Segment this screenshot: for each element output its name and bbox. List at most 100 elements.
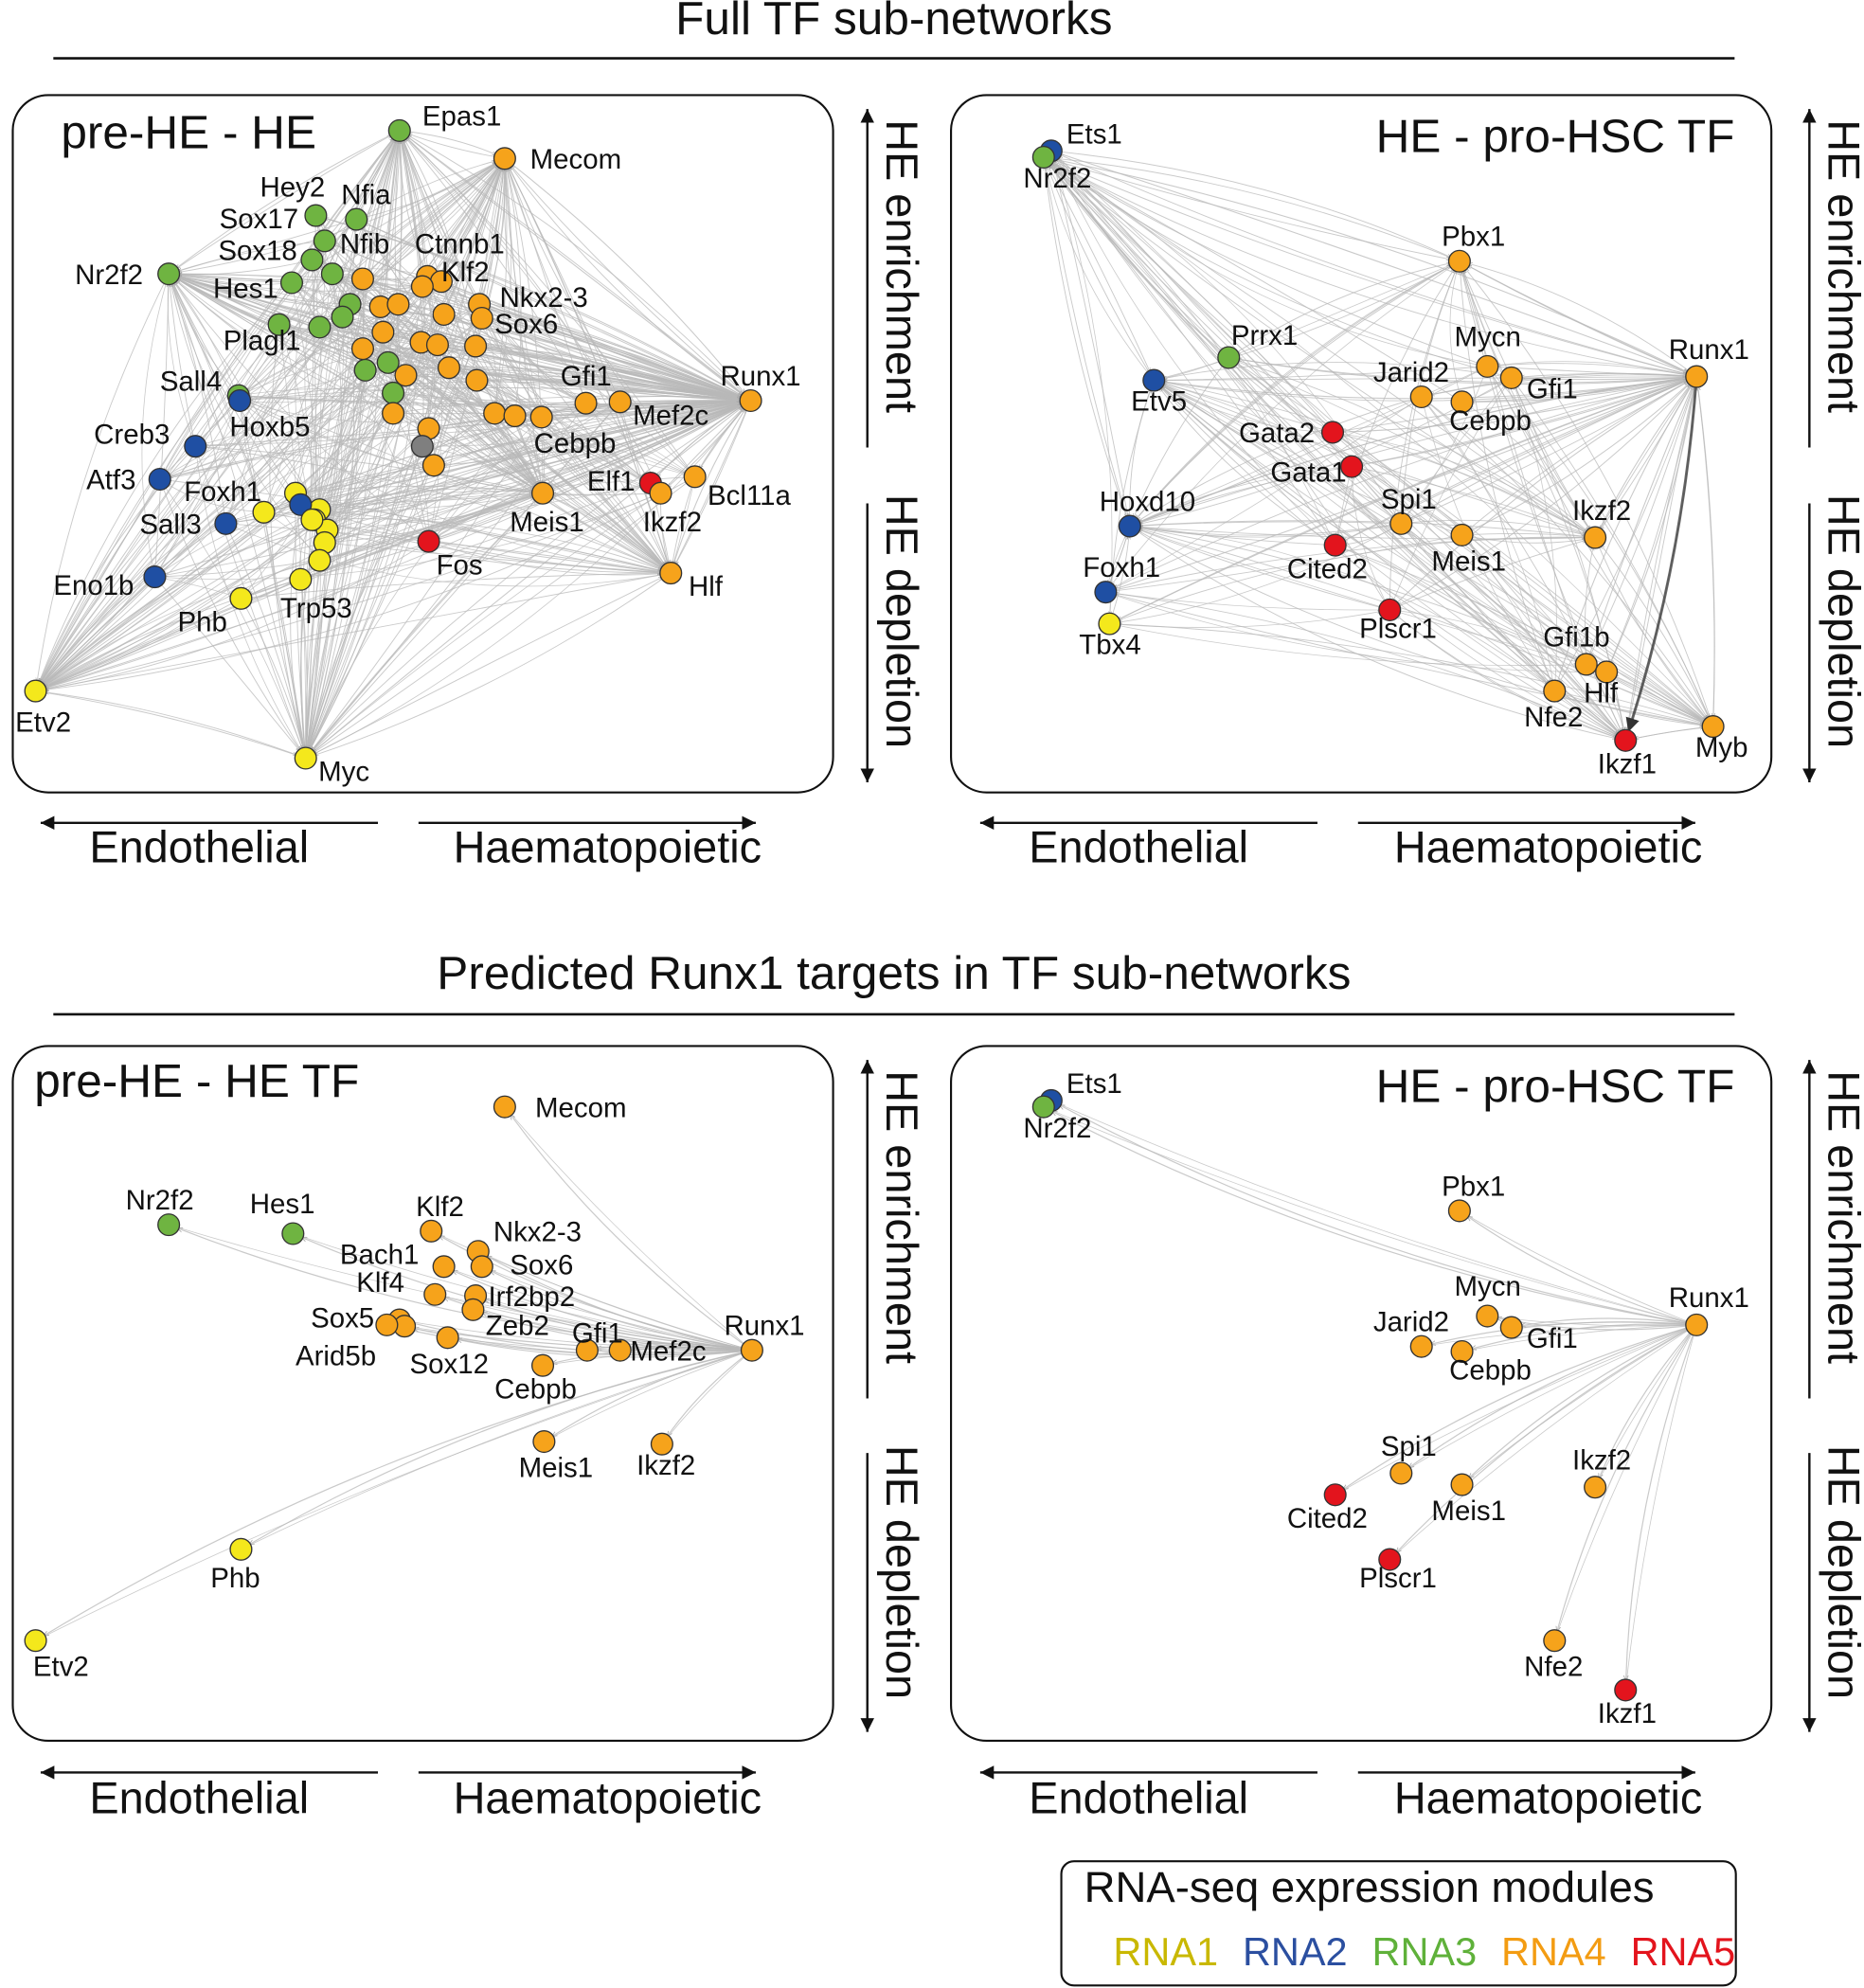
node-label-nr2f2: Nr2f2 — [126, 1185, 194, 1216]
edge — [37, 273, 170, 682]
edge — [667, 1350, 753, 1437]
edge — [1332, 432, 1706, 721]
edge — [170, 282, 264, 513]
edge — [1105, 591, 1617, 738]
node-unlabelled — [308, 548, 332, 572]
node-label-meis1: Meis1 — [1431, 1495, 1506, 1527]
node-eno1b — [143, 565, 167, 589]
legend-item-rna5: RNA5 — [1631, 1929, 1736, 1974]
edge — [1118, 376, 1697, 620]
axis-label-he-depletion: HE depletion — [877, 1445, 926, 1699]
edge — [510, 1113, 753, 1351]
edge — [1395, 1324, 1697, 1554]
axis-label-endothelial: Endothelial — [89, 1773, 309, 1822]
node-label-meis1: Meis1 — [510, 507, 584, 538]
node-label-nkx2-3: Nkx2-3 — [493, 1217, 582, 1248]
edge — [1408, 1324, 1697, 1468]
edge — [1114, 376, 1697, 589]
node-hlf — [659, 562, 683, 585]
node-plscr1 — [1378, 1548, 1402, 1571]
node-ikzf2 — [650, 1432, 673, 1456]
node-label-nkx2-3: Nkx2-3 — [500, 282, 588, 313]
node-label-mecom: Mecom — [535, 1092, 627, 1123]
edge — [45, 475, 695, 690]
node-label-plscr1: Plscr1 — [1359, 613, 1437, 644]
node-sox18 — [300, 248, 324, 272]
edge — [1129, 265, 1452, 527]
node-gfi1 — [1499, 1316, 1523, 1339]
edge — [1389, 540, 1586, 611]
edge — [1335, 545, 1706, 723]
node-label-elf1: Elf1 — [587, 466, 636, 497]
node-label-eno1b: Eno1b — [53, 570, 134, 601]
edge — [1051, 161, 1697, 378]
edge — [1050, 164, 1713, 727]
legend: RNA-seq expression modules RNA1 RNA2 RNA… — [1060, 1860, 1737, 1987]
edge — [38, 260, 313, 682]
edge — [1138, 528, 1607, 672]
node-creb3 — [184, 435, 207, 458]
edge — [43, 380, 477, 686]
node-cited2 — [1323, 1483, 1347, 1507]
edge — [1625, 1324, 1697, 1682]
edge — [234, 527, 672, 587]
node-unlabelled — [421, 454, 445, 477]
nodes-he-prohsc-full: Ets1 Nr2f2 Pbx1 Prrx1 Mycn Runx1 Jarid2 Gfi1 Etv… — [1023, 118, 1748, 779]
node-unlabelled — [320, 262, 344, 286]
edge — [1138, 528, 1390, 611]
edge — [342, 164, 498, 317]
node-cited2 — [1323, 533, 1347, 557]
edge — [660, 407, 744, 494]
edge — [1049, 164, 1462, 536]
node-gata1 — [1340, 455, 1364, 478]
node-unlabelled — [267, 313, 291, 336]
edge — [374, 366, 751, 402]
edge — [300, 519, 315, 749]
node-unlabelled — [425, 333, 449, 357]
edge — [312, 402, 621, 751]
edge — [1421, 396, 1550, 684]
edge — [305, 499, 537, 759]
edge — [1461, 270, 1587, 665]
edge — [1352, 475, 1390, 611]
node-nr2f2 — [1031, 145, 1055, 170]
edge — [159, 137, 394, 480]
edge — [551, 1350, 752, 1365]
edge — [321, 223, 651, 484]
node-pbx1 — [1447, 249, 1471, 273]
edge — [362, 164, 497, 279]
node-label-pbx1: Pbx1 — [1442, 222, 1505, 253]
node-nfe2 — [1543, 1629, 1567, 1653]
node-nr2f2 — [157, 1213, 181, 1237]
node-gfi1b — [1574, 653, 1598, 676]
edge — [490, 1269, 752, 1352]
edge — [399, 130, 497, 155]
edge — [1449, 270, 1462, 403]
edge — [45, 541, 429, 690]
axis-label-he-enrichment: HE enrichment — [1819, 119, 1864, 413]
edge — [1461, 533, 1586, 536]
node-meis1 — [1450, 523, 1474, 546]
edge — [1557, 1324, 1697, 1632]
edge — [1138, 527, 1555, 691]
edge — [315, 215, 537, 487]
edge — [1421, 396, 1588, 532]
node-label-phb: Phb — [210, 1563, 260, 1594]
edge — [1407, 366, 1488, 517]
edge — [241, 573, 661, 600]
edge — [1048, 165, 1229, 358]
edge — [1625, 376, 1698, 733]
edge — [1043, 156, 1451, 260]
node-gfi1 — [574, 391, 598, 415]
edge — [490, 1269, 752, 1352]
edge — [1335, 269, 1455, 546]
edge — [1119, 523, 1402, 622]
edge — [362, 226, 586, 404]
edge — [408, 134, 505, 159]
edges-he-prohsc-full — [1043, 150, 1714, 742]
node-label-trp53: Trp53 — [280, 593, 352, 624]
edge — [308, 465, 435, 749]
edge — [1468, 1324, 1697, 1478]
edge — [324, 218, 751, 402]
node-runx1 — [740, 1338, 763, 1362]
